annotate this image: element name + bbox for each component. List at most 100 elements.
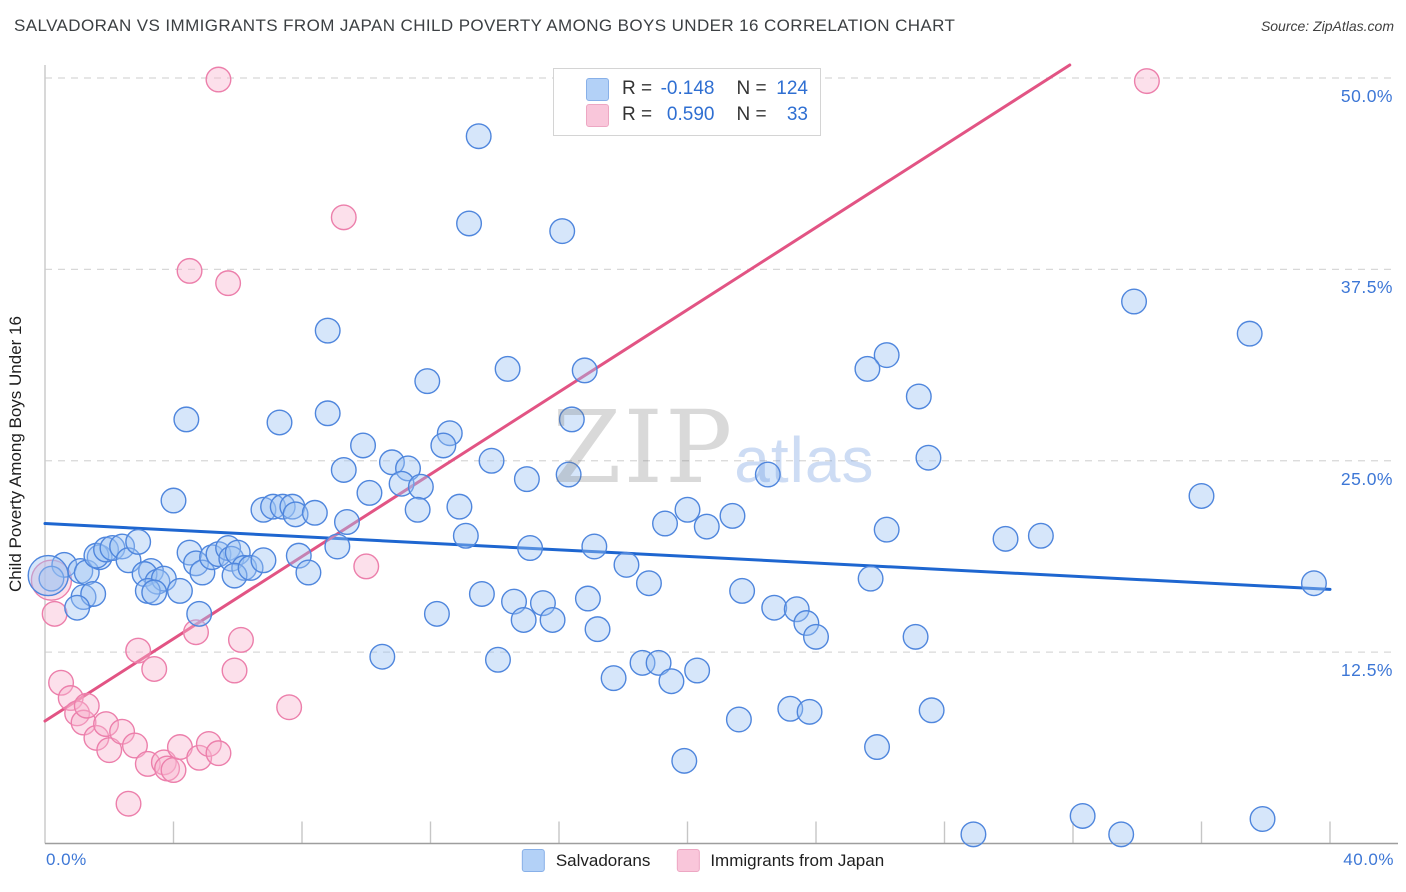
point-salvadorans[interactable]: [574, 585, 601, 612]
point-immigrants-from-japan[interactable]: [195, 730, 222, 757]
point-salvadorans[interactable]: [754, 461, 781, 488]
point-salvadorans[interactable]: [761, 594, 788, 621]
point-immigrants-from-japan[interactable]: [141, 655, 168, 682]
point-salvadorans[interactable]: [600, 665, 627, 692]
point-salvadorans[interactable]: [960, 821, 987, 848]
point-salvadorans[interactable]: [314, 317, 341, 344]
point-salvadorans[interactable]: [356, 479, 383, 506]
point-immigrants-from-japan[interactable]: [276, 694, 303, 721]
point-salvadorans[interactable]: [671, 747, 698, 774]
point-immigrants-from-japan[interactable]: [227, 626, 254, 653]
point-salvadorans[interactable]: [369, 643, 396, 670]
point-salvadorans[interactable]: [38, 565, 65, 592]
point-immigrants-from-japan[interactable]: [1133, 68, 1160, 95]
point-salvadorans[interactable]: [529, 590, 556, 617]
point-salvadorans[interactable]: [918, 697, 945, 724]
point-salvadorans[interactable]: [1300, 570, 1327, 597]
point-immigrants-from-japan[interactable]: [205, 66, 232, 93]
point-salvadorans[interactable]: [295, 559, 322, 586]
point-salvadorans[interactable]: [613, 551, 640, 578]
point-salvadorans[interactable]: [141, 579, 168, 606]
point-immigrants-from-japan[interactable]: [125, 637, 152, 664]
point-salvadorans[interactable]: [237, 554, 264, 581]
point-immigrants-from-japan[interactable]: [115, 790, 142, 817]
point-salvadorans[interactable]: [513, 466, 540, 493]
point-salvadorans[interactable]: [301, 499, 328, 526]
point-salvadorans[interactable]: [777, 695, 804, 722]
point-salvadorans[interactable]: [388, 470, 415, 497]
point-salvadorans[interactable]: [350, 432, 377, 459]
point-immigrants-from-japan[interactable]: [73, 692, 100, 719]
point-salvadorans[interactable]: [539, 606, 566, 633]
point-salvadorans[interactable]: [160, 487, 187, 514]
point-salvadorans[interactable]: [266, 409, 293, 436]
point-salvadorans[interactable]: [558, 406, 585, 433]
point-immigrants-from-japan[interactable]: [70, 709, 97, 736]
point-salvadorans[interactable]: [333, 508, 360, 535]
point-salvadorans[interactable]: [684, 657, 711, 684]
point-salvadorans[interactable]: [1108, 821, 1135, 848]
point-salvadorans[interactable]: [729, 577, 756, 604]
point-salvadorans[interactable]: [992, 525, 1019, 552]
point-salvadorans[interactable]: [173, 406, 200, 433]
point-salvadorans[interactable]: [494, 355, 521, 382]
point-immigrants-from-japan[interactable]: [221, 657, 248, 684]
point-salvadorans[interactable]: [414, 368, 441, 395]
point-salvadorans[interactable]: [436, 420, 463, 447]
point-salvadorans[interactable]: [857, 565, 884, 592]
point-immigrants-from-japan[interactable]: [160, 757, 187, 784]
point-immigrants-from-japan[interactable]: [48, 669, 75, 696]
point-salvadorans[interactable]: [395, 455, 422, 482]
point-salvadorans[interactable]: [404, 496, 431, 523]
point-salvadorans[interactable]: [803, 623, 830, 650]
point-salvadorans[interactable]: [456, 210, 483, 237]
point-salvadorans[interactable]: [269, 493, 296, 520]
point-salvadorans[interactable]: [510, 606, 537, 633]
point-salvadorans[interactable]: [221, 562, 248, 589]
point-salvadorans[interactable]: [468, 580, 495, 607]
point-salvadorans[interactable]: [584, 616, 611, 643]
point-salvadorans[interactable]: [64, 594, 91, 621]
point-salvadorans[interactable]: [1121, 288, 1148, 315]
point-immigrants-from-japan[interactable]: [93, 711, 120, 738]
point-salvadorans[interactable]: [725, 706, 752, 733]
point-immigrants-from-japan[interactable]: [205, 740, 232, 767]
point-salvadorans[interactable]: [652, 510, 679, 537]
point-immigrants-from-japan[interactable]: [96, 737, 123, 764]
point-salvadorans[interactable]: [905, 383, 932, 410]
point-salvadorans[interactable]: [902, 623, 929, 650]
point-salvadorans[interactable]: [719, 502, 746, 529]
point-salvadorans[interactable]: [378, 449, 405, 476]
point-salvadorans[interactable]: [645, 649, 672, 676]
point-salvadorans[interactable]: [517, 535, 544, 562]
point-salvadorans[interactable]: [581, 533, 608, 560]
point-salvadorans[interactable]: [549, 218, 576, 245]
point-salvadorans[interactable]: [783, 596, 810, 623]
point-salvadorans[interactable]: [674, 496, 701, 523]
point-salvadorans[interactable]: [452, 522, 479, 549]
point-salvadorans[interactable]: [446, 493, 473, 520]
point-immigrants-from-japan[interactable]: [330, 204, 357, 231]
point-salvadorans[interactable]: [1069, 802, 1096, 829]
point-salvadorans[interactable]: [423, 600, 450, 627]
point-salvadorans[interactable]: [635, 570, 662, 597]
point-salvadorans[interactable]: [250, 547, 277, 574]
point-salvadorans[interactable]: [1188, 482, 1215, 509]
point-salvadorans[interactable]: [250, 496, 277, 523]
point-salvadorans[interactable]: [285, 542, 312, 569]
point-salvadorans[interactable]: [873, 342, 900, 369]
point-salvadorans[interactable]: [282, 501, 309, 528]
point-salvadorans[interactable]: [465, 123, 492, 150]
point-immigrants-from-japan[interactable]: [176, 257, 203, 284]
point-salvadorans[interactable]: [555, 461, 582, 488]
point-salvadorans[interactable]: [658, 668, 685, 695]
point-immigrants-from-japan[interactable]: [353, 553, 380, 580]
point-salvadorans[interactable]: [189, 559, 216, 586]
point-salvadorans[interactable]: [430, 432, 457, 459]
point-salvadorans[interactable]: [125, 528, 152, 555]
point-salvadorans[interactable]: [407, 473, 434, 500]
point-immigrants-from-japan[interactable]: [121, 732, 148, 759]
point-salvadorans[interactable]: [1249, 806, 1276, 833]
point-salvadorans[interactable]: [796, 698, 823, 725]
point-salvadorans[interactable]: [166, 577, 193, 604]
